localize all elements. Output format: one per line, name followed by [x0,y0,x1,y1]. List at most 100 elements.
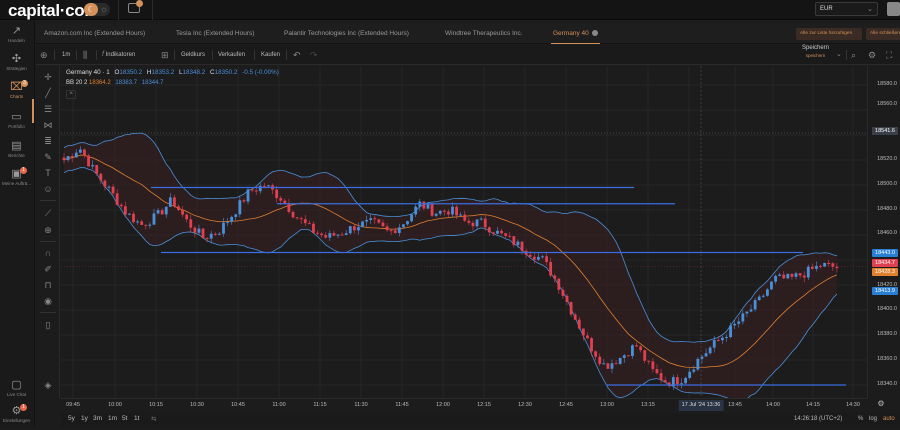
crosshair-icon[interactable]: ✛ [44,72,52,82]
close-all-button[interactable]: Alle schließen [866,28,900,40]
sidebar-item-strategies[interactable]: ✣ Strategien [0,52,33,78]
lock-drawing-icon[interactable]: ✐ [44,264,52,274]
divider [40,241,56,242]
percent-toggle[interactable]: % [858,416,864,422]
chevron-down-icon[interactable]: ⌄ [836,51,842,58]
date-range-icon[interactable]: ⇆ [151,416,157,423]
bid-button[interactable]: Geldkurs [181,52,206,58]
range-1t[interactable]: 1t [134,415,140,422]
trash-icon[interactable]: ▯ [45,320,51,330]
tab-germany40[interactable]: Germany 40 [551,24,600,44]
active-indicator [32,99,34,123]
indicators-button[interactable]: f Indikatoren [102,45,135,65]
parallel-lines-icon[interactable]: ☰ [43,104,53,114]
hide-icon[interactable]: ◉ [44,296,52,306]
close-value: 18350.2 [214,69,238,76]
save-label: Speichern [802,45,830,51]
price-axis[interactable]: 18580.0 18560.0 18520.0 18500.0 18480.0 18460… [867,66,900,398]
theme-toggle[interactable]: ☾ ☼ [84,3,110,16]
divider [212,50,213,60]
price-label: 18380.0 [877,331,897,337]
indicators-label: Indikatoren [105,52,136,58]
interval-button[interactable]: 1m [62,52,71,58]
buy-button[interactable]: Kaufen [261,52,281,58]
add-symbol-icon[interactable]: ⊕ [40,50,48,60]
price-tag: 18541.6 [872,127,898,135]
undo-icon[interactable]: ↶ [293,50,301,60]
range-5t[interactable]: 5t [122,415,128,422]
sidebar-item-reports[interactable]: ▤ Berichte [0,139,33,165]
sidebar-item-portfolio[interactable]: ▭ Portfolio [0,110,33,136]
zoom-in-icon[interactable]: ⊕ [44,225,52,235]
gear-icon[interactable]: ⚙ [868,50,877,60]
charts-badge: 3 [21,80,28,87]
range-1y[interactable]: 1y [81,415,88,422]
sidebar-item-settings[interactable]: ⚙ Einstellungen 1 [0,404,33,430]
brush-icon[interactable]: ✎ [44,152,52,162]
sell-button[interactable]: Verkaufen [218,52,246,58]
settings-gear-icon[interactable]: ⚙ [877,399,885,408]
bb-mid-value: 18364.2 [89,80,111,86]
sidebar-item-live-chat[interactable]: ▢ Live Chat [0,378,33,404]
tab-palantir[interactable]: Palantir Technologies Inc (Extended Hour… [284,30,409,37]
sidebar-item-trade[interactable]: ↗ Handeln [0,24,33,50]
divider [152,0,153,20]
tab-label: Germany 40 [553,30,589,37]
magnet-icon[interactable]: ∩ [44,248,52,258]
currency-select[interactable]: EUR ⌄ [815,2,878,16]
top-bar: capital·com ☾ ☼ EUR ⌄ [0,0,900,20]
unlock-icon[interactable]: ⊓ [44,280,52,290]
open-key: O [114,69,120,76]
price-label: 18480.0 [877,206,897,212]
layers-icon[interactable]: ◈ [44,380,52,390]
bb-legend[interactable]: BB 20 2 18364.2 18383.7 18344.7 [66,80,163,86]
price-tag: 18443.0 [872,249,898,257]
logo[interactable]: capital·com [8,1,100,20]
tab-amazon[interactable]: Amazon.com Inc (Extended Hours) [44,30,146,37]
save-button[interactable]: Speichern speichern [802,42,829,62]
redo-icon[interactable]: ↷ [310,50,318,60]
time-label: 10:30 [190,402,204,408]
fullscreen-icon[interactable]: ⛶ [886,50,893,60]
range-1m[interactable]: 1m [108,415,118,422]
close-tab-icon[interactable] [591,30,598,37]
divider [286,50,287,60]
low-key: L [179,69,183,76]
currency-value: EUR [820,6,833,12]
range-3m[interactable]: 3m [93,415,103,422]
divider [76,50,77,60]
time-label: 13:45 [728,402,742,408]
pattern-icon[interactable]: ⋈ [43,120,53,130]
chevron-down-icon: ⌄ [867,6,873,13]
price-label: 18500.0 [877,181,897,187]
moon-icon: ☾ [84,3,98,16]
add-all-to-list-button[interactable]: Alle zur Liste hinzufügen [796,28,862,40]
account-button[interactable] [887,2,900,16]
log-toggle[interactable]: log [869,416,878,422]
price-label: 18400.0 [877,306,897,312]
time-label: 12:45 [559,402,573,408]
text-icon[interactable]: T [45,168,51,178]
price-tag: 18428.3 [872,268,898,276]
layout-icon[interactable]: ⊞ [161,50,169,60]
price-chart[interactable]: Germany 40 · 1 O18350.2 H18353.2 L18348.… [61,66,867,398]
time-label: 14:30 [846,402,860,408]
settings-badge: 1 [20,404,27,411]
chart-canvas[interactable] [61,66,867,398]
tab-windtree[interactable]: Windtree Therapeutics Inc. [445,30,523,37]
tab-tesla[interactable]: Tesla Inc (Extended Hours) [176,30,255,37]
ruler-icon[interactable]: ⟋ [44,208,52,218]
price-label: 18580.0 [877,81,897,87]
search-icon[interactable]: ⌕ [851,50,857,60]
auto-toggle[interactable]: auto [883,416,895,422]
emoji-icon[interactable]: ☺ [43,184,53,194]
trendline-icon[interactable]: ╱ [45,88,51,98]
sidebar-item-charts[interactable]: ⌧ Charts 3 [0,80,33,106]
time-axis[interactable]: 17 Jul '24 13:36 ⚙ 09:45 10:00 10:15 10:30 1… [61,398,885,412]
collapse-legend-button[interactable]: ^ [66,90,76,99]
range-5y[interactable]: 5y [68,415,75,422]
sidebar-item-orders[interactable]: ▣ Meine Aufträ... 1 [1,167,31,186]
mail-icon[interactable] [128,3,140,13]
fib-icon[interactable]: ≣ [44,136,52,146]
candle-type-icon[interactable]: ⫼ [83,50,88,60]
